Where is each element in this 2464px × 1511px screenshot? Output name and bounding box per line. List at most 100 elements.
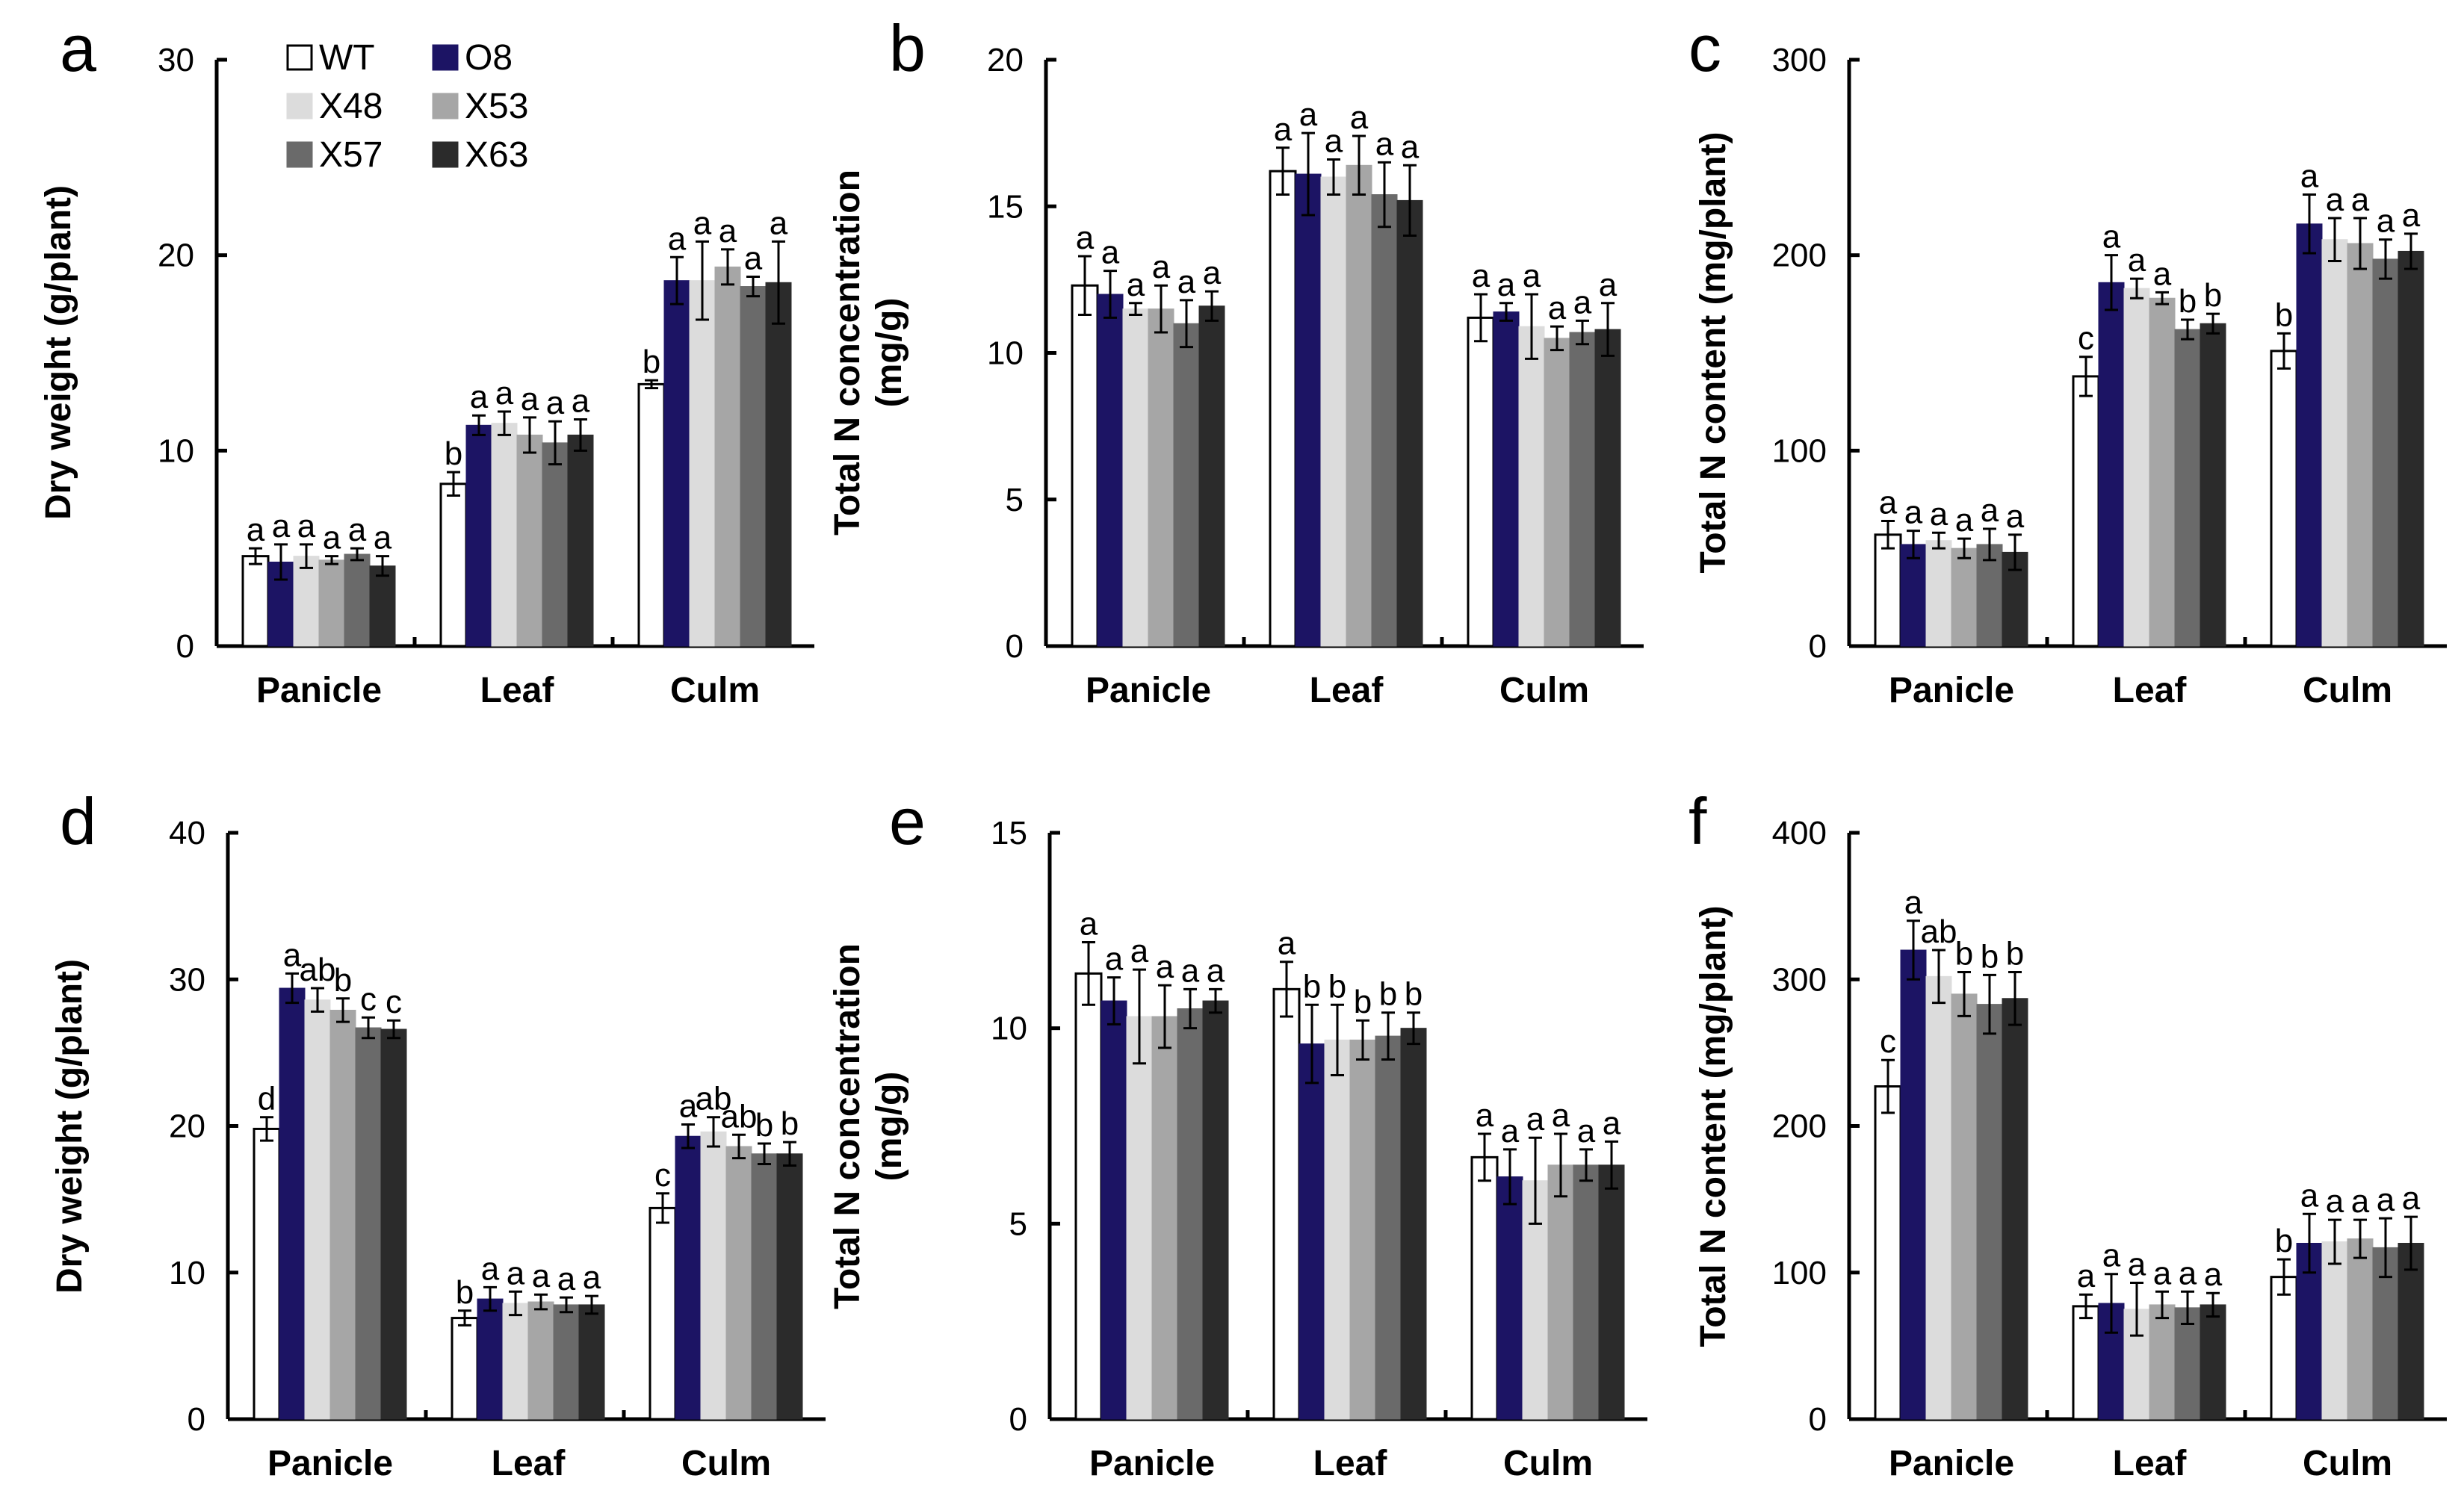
bar-x63: [369, 565, 396, 647]
bar-x53: [1544, 338, 1570, 647]
bar-o8: [1101, 1000, 1127, 1420]
y-axis-label: Total N content (mg/plant): [1694, 131, 1733, 573]
category-label: Panicle: [1889, 671, 2014, 710]
significance-letter: a: [1177, 264, 1196, 300]
significance-letter: a: [1375, 125, 1394, 162]
bar-group-leaf: ab b b b b: [1272, 925, 1427, 1421]
y-axis-label: Total N concentration(mg/g): [828, 943, 909, 1309]
significance-letter: a: [1350, 99, 1369, 136]
y-tick-label: 0: [1809, 628, 1827, 665]
bar-x53: [714, 266, 741, 647]
significance-letter: a: [2179, 1255, 2197, 1291]
chart-panel-f: f 0 100 200 300 400 Total N content (mg/plant)…: [1688, 784, 2447, 1483]
bar-wt: [1272, 987, 1301, 1421]
significance-letter: a: [1203, 255, 1222, 291]
legend-swatch: [286, 141, 313, 168]
significance-letter: b: [1955, 935, 1973, 972]
significance-letter: a: [1930, 496, 1948, 533]
category-label: Culm: [2303, 671, 2392, 710]
bar-x53: [318, 559, 345, 647]
significance-letter: a: [1207, 952, 1225, 989]
category-label: Leaf: [1313, 1444, 1388, 1483]
significance-letter: a: [1181, 952, 1200, 989]
significance-letter: a: [2128, 1246, 2146, 1282]
y-axis-label-line: Total N concentration: [828, 170, 867, 536]
bar-o8: [279, 987, 306, 1420]
category-label: Culm: [2303, 1444, 2392, 1483]
significance-letter: a: [668, 220, 687, 257]
y-tick-label: 10: [158, 432, 194, 469]
bar-x53: [2149, 297, 2176, 647]
category-label: Leaf: [2113, 1444, 2188, 1483]
significance-letter: a: [374, 520, 392, 556]
bar-x53: [1346, 164, 1372, 647]
significance-letter: b: [1379, 976, 1397, 1013]
significance-letter: a: [2153, 1255, 2172, 1291]
bar-x63: [2200, 323, 2226, 647]
significance-letter: a: [470, 379, 489, 415]
bar-x53: [2347, 243, 2374, 647]
bar-o8: [465, 424, 492, 647]
bar-o8: [1900, 544, 1927, 647]
bar-wt: [1467, 316, 1495, 648]
legend: WT O8 X48 X53 X57 X63: [286, 38, 528, 175]
significance-letter: a: [2204, 1256, 2223, 1293]
category-label: Leaf: [2113, 671, 2188, 710]
bar-x57: [355, 1027, 382, 1420]
bar-x63: [2398, 250, 2424, 647]
category-label: Culm: [1503, 1444, 1593, 1483]
bar-wt: [648, 1206, 677, 1421]
bar-o8: [1295, 173, 1322, 647]
bar-x57: [1375, 1035, 1402, 1420]
significance-letter: a: [1573, 284, 1592, 320]
y-axis-label-line: (mg/g): [870, 1072, 909, 1182]
significance-letter: a: [1472, 258, 1491, 294]
y-tick-label: 100: [1772, 432, 1827, 469]
y-tick-label: 0: [188, 1401, 205, 1438]
significance-letter: a: [1603, 1105, 1621, 1141]
bar-x48: [1320, 176, 1347, 647]
y-tick-label: 200: [1772, 1108, 1827, 1145]
bar-x53: [516, 434, 543, 647]
significance-letter: a: [679, 1088, 698, 1125]
bar-x57: [740, 286, 767, 647]
y-tick-label: 10: [991, 1011, 1027, 1047]
y-axis-label: Total N content (mg/plant): [1694, 905, 1733, 1347]
legend-item-x63: X63: [432, 135, 528, 175]
bar-x57: [1573, 1164, 1600, 1420]
bar-x63: [1400, 1028, 1427, 1420]
significance-letter: ab: [1921, 913, 1957, 950]
significance-letter: a: [1501, 1113, 1520, 1149]
significance-letter: a: [1127, 267, 1145, 303]
bar-x53: [1951, 993, 1978, 1420]
significance-letter: a: [2300, 158, 2319, 195]
significance-letter: a: [2402, 197, 2421, 234]
significance-letter: a: [1904, 494, 1923, 531]
significance-letter: a: [297, 508, 316, 544]
significance-letter: a: [1156, 949, 1174, 985]
y-tick-label: 15: [987, 188, 1024, 225]
significance-letter: a: [2351, 181, 2370, 218]
y-tick-label: 100: [1772, 1255, 1827, 1291]
significance-letter: a: [2128, 242, 2146, 279]
significance-letter: a: [272, 508, 291, 544]
legend-item-x57: X57: [286, 135, 383, 175]
significance-letter: a: [1152, 249, 1171, 285]
significance-letter: a: [1130, 933, 1149, 969]
significance-letter: a: [1577, 1113, 1596, 1149]
y-tick-label: 20: [987, 42, 1024, 78]
bar-wt: [2072, 375, 2100, 648]
category-label: Leaf: [1310, 671, 1384, 710]
bar-wt: [439, 483, 468, 648]
bar-x53: [1349, 1039, 1376, 1420]
significance-letter: b: [334, 962, 352, 999]
category-label: Panicle: [1086, 671, 1211, 710]
bar-x53: [725, 1146, 752, 1420]
y-tick-label: 40: [169, 815, 205, 851]
bar-x53: [2149, 1304, 2176, 1420]
